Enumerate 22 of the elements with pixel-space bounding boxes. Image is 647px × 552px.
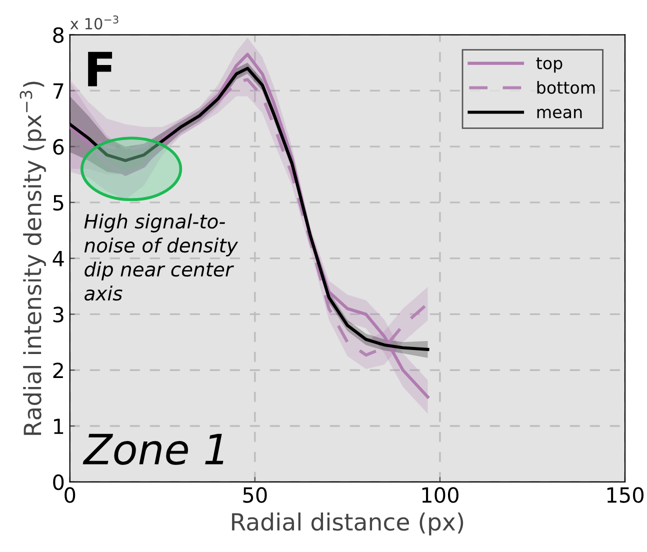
y-tick-label: 7 — [53, 83, 64, 99]
x-tick-label: 150 — [607, 487, 644, 503]
y-tick-label: 2 — [53, 362, 63, 378]
x-tick-label: 0 — [64, 487, 76, 503]
annotation: High signal-to- noise of density dip near center axis — [84, 214, 238, 301]
legend-label: mean — [537, 108, 582, 118]
y-axis-title: Radial intensity density (px$^{−3}$) — [20, 82, 46, 435]
x-tick-label: 100 — [422, 487, 458, 503]
y-tick-label: 8 — [53, 27, 64, 43]
x-axis-title: Radial distance (px) — [232, 512, 464, 536]
x-tick-label: 50 — [243, 487, 267, 503]
text: x 10$^{−3}$ — [70, 15, 118, 30]
annotation: F — [88, 52, 112, 86]
y-tick-label: 3 — [53, 306, 64, 322]
legend-label: top — [536, 57, 562, 73]
annotation: Zone 1 — [82, 434, 224, 465]
y-tick-label: 0 — [53, 474, 64, 490]
y-tick-label: 5 — [53, 195, 64, 211]
y-tick-label: 4 — [52, 251, 64, 266]
legend-label: bottom — [537, 80, 595, 94]
y-tick-label: 1 — [54, 418, 64, 434]
y-tick-label: 6 — [53, 139, 64, 155]
